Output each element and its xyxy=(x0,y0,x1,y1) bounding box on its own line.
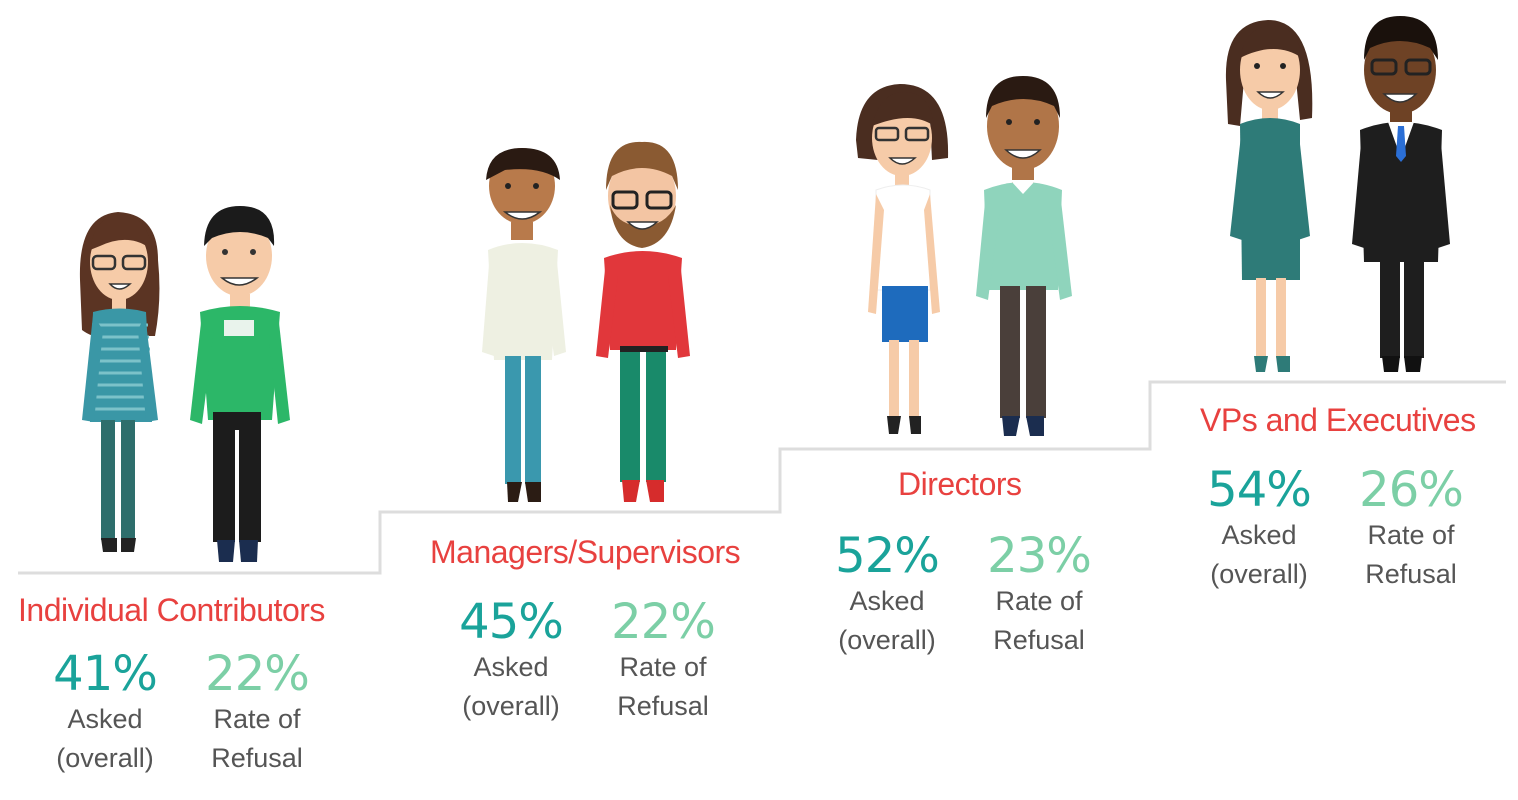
asked-label-line-1: Asked xyxy=(473,652,549,682)
refusal-stat-managers-supervisors: 22% Rate of Refusal xyxy=(588,596,738,726)
person-director-woman xyxy=(856,84,949,434)
refusal-percent: 22% xyxy=(611,594,716,650)
refusal-percent: 26% xyxy=(1359,462,1464,518)
tier-title-individual-contributors: Individual Contributors xyxy=(18,592,325,628)
asked-percent: 54% xyxy=(1207,462,1312,518)
asked-stat-managers-supervisors: 45% Asked (overall) xyxy=(436,596,586,726)
refusal-stat-individual-contributors: 22% Rate of Refusal xyxy=(182,648,332,778)
asked-label-line-1: Asked xyxy=(1221,520,1297,550)
asked-label-line-2: (overall) xyxy=(1210,559,1308,589)
refusal-label-line-1: Rate of xyxy=(213,704,301,734)
asked-percent: 41% xyxy=(53,646,158,702)
person-vp-woman xyxy=(1225,20,1313,372)
person-contributor-woman xyxy=(79,212,160,552)
tier-title-directors: Directors xyxy=(898,466,1022,502)
refusal-label-line-2: Refusal xyxy=(211,743,303,773)
tier-title-vps-and-executives: VPs and Executives xyxy=(1200,402,1476,438)
refusal-label-line-2: Refusal xyxy=(1365,559,1457,589)
person-manager-man-1 xyxy=(482,148,566,502)
person-contributor-man xyxy=(190,206,290,562)
asked-percent: 45% xyxy=(459,594,564,650)
tier-title-managers-supervisors: Managers/Supervisors xyxy=(430,534,741,570)
refusal-stat-vps-and-executives: 26% Rate of Refusal xyxy=(1336,464,1486,594)
person-manager-man-2 xyxy=(596,141,690,502)
asked-stat-individual-contributors: 41% Asked (overall) xyxy=(30,648,180,778)
refusal-label-line-1: Rate of xyxy=(995,586,1083,616)
refusal-percent: 22% xyxy=(205,646,310,702)
asked-percent: 52% xyxy=(835,528,940,584)
refusal-label-line-1: Rate of xyxy=(619,652,707,682)
person-director-man xyxy=(976,76,1072,436)
asked-label-line-1: Asked xyxy=(67,704,143,734)
asked-stat-directors: 52% Asked (overall) xyxy=(812,530,962,660)
refusal-label-line-1: Rate of xyxy=(1367,520,1455,550)
refusal-label-line-2: Refusal xyxy=(617,691,709,721)
refusal-percent: 23% xyxy=(987,528,1092,584)
asked-label-line-2: (overall) xyxy=(462,691,560,721)
asked-label-line-2: (overall) xyxy=(838,625,936,655)
asked-label-line-2: (overall) xyxy=(56,743,154,773)
asked-stat-vps-and-executives: 54% Asked (overall) xyxy=(1184,464,1334,594)
person-vp-man xyxy=(1352,16,1450,372)
asked-label-line-1: Asked xyxy=(849,586,925,616)
refusal-stat-directors: 23% Rate of Refusal xyxy=(964,530,1114,660)
refusal-label-line-2: Refusal xyxy=(993,625,1085,655)
